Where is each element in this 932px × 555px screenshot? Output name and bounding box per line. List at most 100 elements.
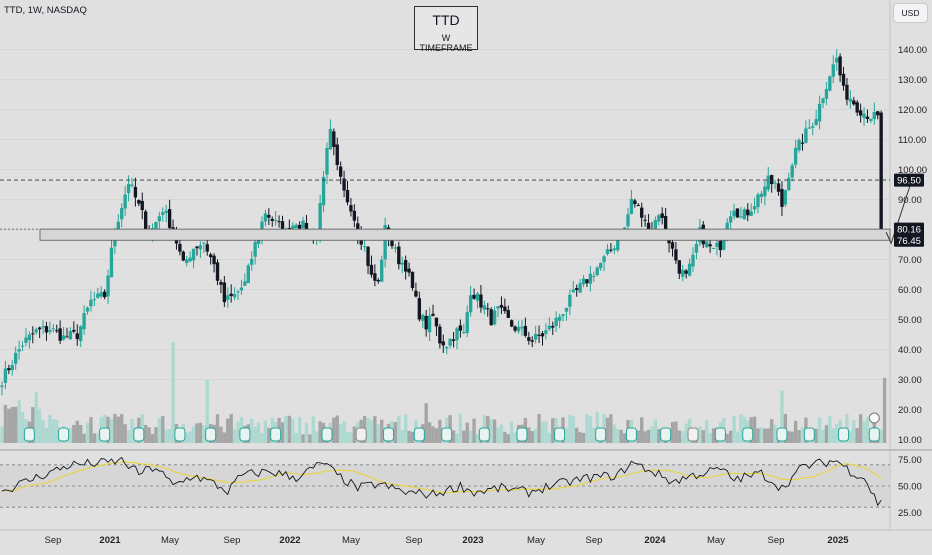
earnings-badge [321,427,333,442]
candle-body [670,242,675,249]
candle-body [616,240,620,251]
candle-body [691,254,695,267]
volume-bar [256,422,261,443]
volume-bar [537,414,541,443]
candle-body [598,262,603,269]
candle-body [338,166,343,177]
volume-bar [424,403,428,443]
volume-bar [400,430,404,443]
candle-body [831,64,835,77]
earnings-marker [742,427,754,442]
candle-body [239,287,244,291]
volume-bar [571,415,575,443]
candle-body [811,126,815,128]
volume-bar [708,432,712,443]
earnings-marker [516,427,528,442]
volume-bar [150,433,155,443]
earnings-badge [838,427,850,442]
candle-body [876,111,880,116]
earnings-marker [174,427,186,442]
volume-bar [219,426,223,443]
currency-button[interactable]: USD [893,3,928,23]
candle-body [752,206,757,210]
volume-bar [657,429,661,443]
candle-body [325,148,329,175]
earnings-marker [838,427,850,442]
candle-body [137,200,141,204]
volume-bar [879,429,883,443]
volume-bar [882,377,887,443]
level-tag-bg [894,222,924,236]
candle-body [383,225,387,260]
volume-bar [393,422,398,443]
volume-bar [123,424,127,443]
candle-body [602,256,606,262]
projection-arrow [885,181,912,245]
candle-body [486,308,490,310]
earnings-marker [868,427,880,442]
candle-body [328,128,333,150]
price-axis[interactable]: 140.00130.00120.00110.00100.0090.0080.00… [898,45,927,446]
volume-bar [547,432,552,443]
candle-body [814,119,818,126]
candle-body [99,292,103,297]
candle-body [417,298,422,320]
volume-bar [345,431,350,443]
volume-bar [366,417,370,443]
volume-bar [636,430,640,443]
candle-body [185,259,189,264]
candle-body [523,325,528,336]
candle-body [332,131,336,147]
candle-body [14,352,18,364]
candle-body [109,247,114,278]
volume-bar [109,419,114,443]
candle-body [530,340,534,342]
volume-bar [171,342,175,443]
candle-body [862,113,866,118]
candle-body [657,215,661,222]
volume-bar [267,427,271,443]
time-axis[interactable]: Sep 2021 May Sep 2022 May Sep 2023 May Sep 2024 May… [45,535,850,546]
price-tick-label: 10.00 [898,435,922,446]
candle-body [202,242,206,244]
rsi-pane [0,456,890,508]
volume-bar [51,419,55,443]
candle-body [123,194,127,209]
candle-body [766,175,770,190]
candle-body [304,223,309,233]
candle-body [872,112,876,120]
volume-bar [3,404,8,443]
candle-body [852,100,856,105]
volume-bar [113,413,117,443]
volume-bar [154,427,158,443]
volume-bar [752,416,757,443]
candle-body [800,142,805,144]
candle-body [161,212,165,215]
candle-body [858,110,863,116]
earnings-marker [687,427,699,442]
candle-body [345,189,350,203]
volume-bar [770,419,774,443]
volume-bar [790,431,794,443]
candle-body [640,207,644,218]
earnings-marker [776,427,788,442]
level-tag: 76.45 [894,233,924,247]
volume-bar [705,419,709,443]
price-tick-label: 40.00 [898,345,922,356]
volume-bar [116,416,120,443]
price-tick-label: 130.00 [898,75,927,86]
candle-body [783,190,788,205]
candle-body [424,315,428,330]
candle-body [407,268,411,273]
volume-bar [506,434,510,443]
candle-body [0,385,4,388]
earnings-marker [270,427,282,442]
time-tick-label: 2022 [279,535,300,546]
candle-body [592,275,596,277]
volume-bar [72,424,76,443]
rsi-axis[interactable]: 75.00 50.00 25.00 [898,455,922,519]
candle-body [205,244,209,252]
volume-bar [568,414,572,443]
